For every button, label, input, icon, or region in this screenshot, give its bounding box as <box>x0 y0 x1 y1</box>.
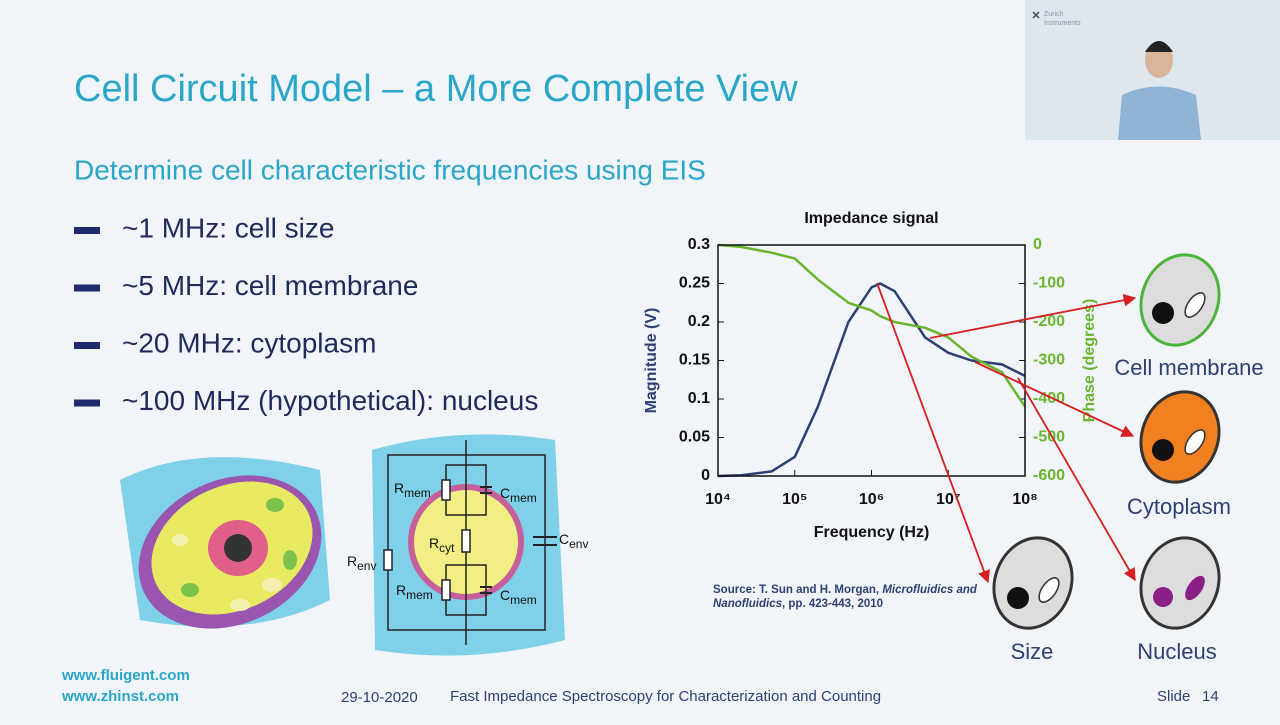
x-tick-label: 10⁷ <box>936 491 960 508</box>
circuit-symbol: R <box>347 553 357 569</box>
y-tick-label: 0.25 <box>679 275 710 292</box>
bullet-text: ~5 MHz: cell membrane <box>122 270 418 301</box>
bullet-text: ~20 MHz: cytoplasm <box>122 327 376 358</box>
cell-label: Cytoplasm <box>1127 494 1231 519</box>
cell-illustration <box>120 457 330 629</box>
presenter-hair <box>1145 41 1173 52</box>
y2-tick-label: -100 <box>1033 275 1065 292</box>
bullet-dash <box>74 227 100 234</box>
circuit-subscript: mem <box>510 491 537 505</box>
source-text: Source: T. Sun and H. Morgan, <box>713 584 883 596</box>
y2-tick-label: -400 <box>1033 390 1065 407</box>
footer-link[interactable]: www.fluigent.com <box>61 667 190 684</box>
y-tick-label: 0.1 <box>688 390 710 407</box>
circuit-symbol: R <box>396 582 406 598</box>
circuit-label: Cenv <box>559 531 588 551</box>
logo-text: Instruments <box>1044 20 1081 27</box>
subtitle: Determine cell characteristic frequencie… <box>74 154 706 185</box>
y2-tick-label: -600 <box>1033 467 1065 484</box>
cell-label: Cell membrane <box>1114 355 1263 380</box>
source-journal: Microfluidics and Nanofluidics <box>713 584 977 610</box>
x-tick-label: 10⁶ <box>859 491 884 508</box>
y-tick-label: 0.2 <box>688 313 710 330</box>
bullet-dash <box>74 284 100 292</box>
y2-tick-label: 0 <box>1033 236 1042 253</box>
circuit-subscript: env <box>569 537 588 551</box>
logo-mark <box>1032 11 1040 19</box>
circuit-label: Rmem <box>394 480 431 500</box>
y-tick-label: 0.05 <box>679 429 710 446</box>
data-line <box>717 282 1026 478</box>
circuit-label: Rcyt <box>429 535 455 555</box>
y-tick-label: 0.3 <box>688 236 710 253</box>
bullet-text: ~1 MHz: cell size <box>122 212 334 243</box>
circuit-subscript: mem <box>406 588 433 602</box>
source: Source: T. Sun and H. Morgan, Microfluid… <box>713 583 988 611</box>
x-tick-label: 10⁴ <box>705 491 731 508</box>
y2-axis-label: Phase (degrees) <box>1081 299 1098 423</box>
y-tick-label: 0 <box>701 467 710 484</box>
y-tick-label: 0.15 <box>679 352 710 369</box>
title: Cell Circuit Model – a More Complete Vie… <box>74 68 798 110</box>
bullet-text: ~100 MHz (hypothetical): nucleus <box>122 385 538 416</box>
circuit-symbol: R <box>394 480 404 496</box>
x-axis-label: Frequency (Hz) <box>814 524 930 541</box>
bullet-dash <box>74 399 100 407</box>
data-line <box>717 243 1027 408</box>
circuit-symbol: C <box>500 587 510 603</box>
circuit-label: Cmem <box>500 485 537 505</box>
presenter <box>1118 86 1201 140</box>
chart-title: Impedance signal <box>804 210 938 227</box>
circuit-label: Rmem <box>396 582 433 602</box>
plot-frame <box>717 244 1026 477</box>
circuit-subscript: env <box>357 559 376 573</box>
footer-date: 29-10-2020 <box>341 689 418 706</box>
cell-label: Size <box>1011 639 1054 664</box>
cell-icons <box>992 253 1221 630</box>
y2-tick-label: -300 <box>1033 352 1065 369</box>
circuit-symbol: C <box>559 531 569 547</box>
circuit-subscript: mem <box>510 593 537 607</box>
y2-tick-label: -200 <box>1033 313 1065 330</box>
arrows <box>876 282 1137 584</box>
circuit-symbol: C <box>500 485 510 501</box>
circuit-symbol: R <box>429 535 439 551</box>
circuit-label: Renv <box>347 553 376 573</box>
x-tick-label: 10⁸ <box>1012 491 1037 508</box>
circuit-label: Cmem <box>500 587 537 607</box>
x-tick-label: 10⁵ <box>782 491 807 508</box>
footer-link[interactable]: www.zhinst.com <box>61 688 179 705</box>
bullet-dash <box>74 342 100 349</box>
source-pages: , pp. 423-443, 2010 <box>782 598 884 610</box>
footer-talk: Fast Impedance Spectroscopy for Characte… <box>450 688 881 705</box>
cell-label: Nucleus <box>1137 639 1216 664</box>
footer-slide-label: Slide <box>1157 688 1190 705</box>
y2-tick-label: -500 <box>1033 429 1065 446</box>
circuit-subscript: mem <box>404 486 431 500</box>
logo-text: Zurich <box>1044 11 1064 18</box>
circuit-subscript: cyt <box>439 541 455 555</box>
footer-slide-number: 14 <box>1202 688 1219 705</box>
y-axis-label: Magnitude (V) <box>643 308 660 414</box>
